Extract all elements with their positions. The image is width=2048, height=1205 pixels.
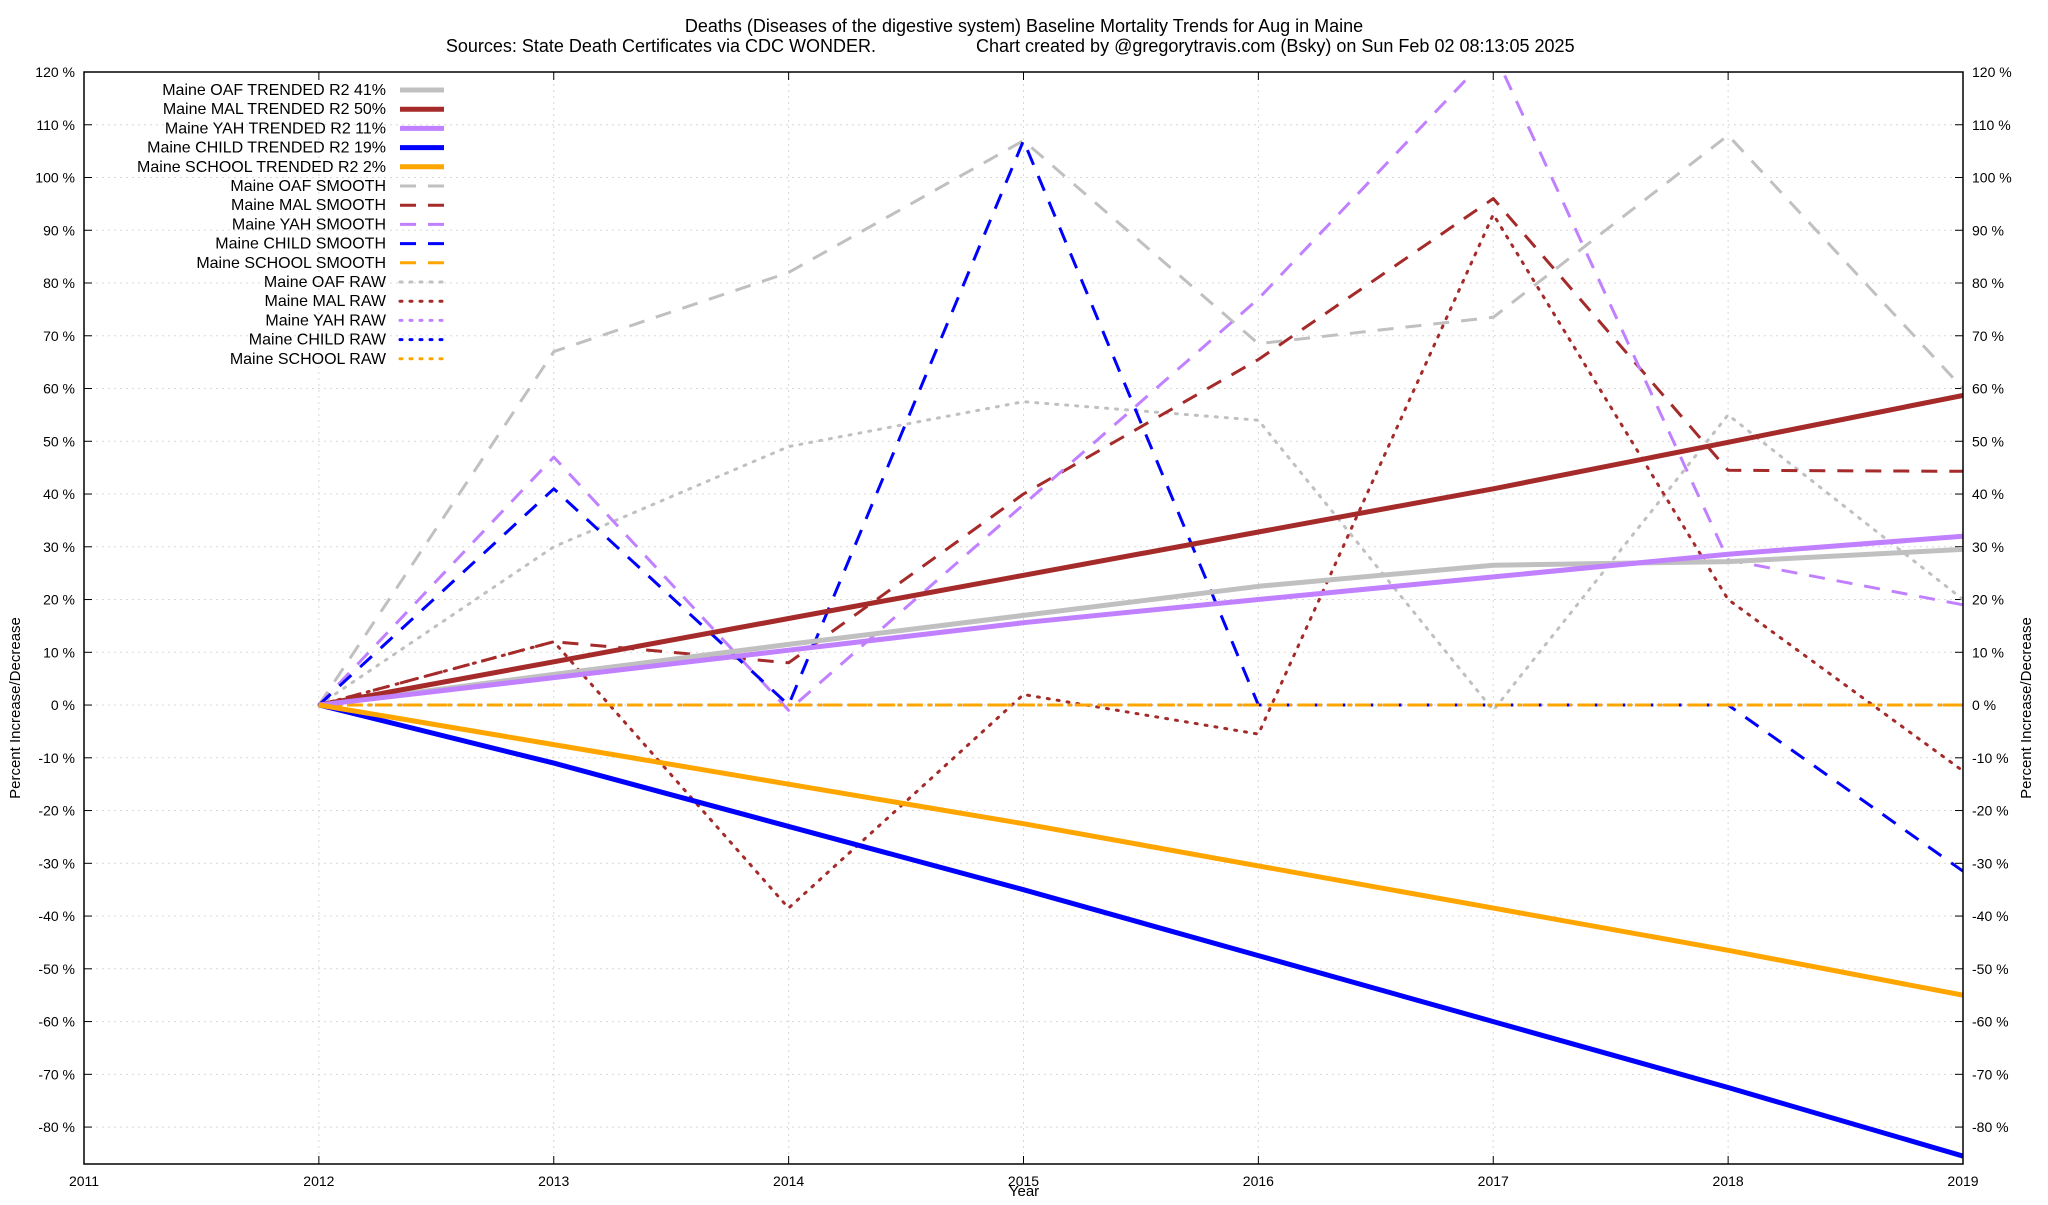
legend-label: Maine OAF RAW (264, 274, 387, 291)
y-tick-label: 0 % (51, 697, 75, 713)
x-tick-label: 2012 (303, 1173, 334, 1189)
y-tick-label: -70 % (38, 1066, 75, 1082)
y-tick-label: -50 % (1972, 961, 2009, 977)
chart-subtitle-left: Sources: State Death Certificates via CD… (446, 36, 876, 56)
y-tick-label: -40 % (38, 908, 75, 924)
y-tick-label: -60 % (38, 1014, 75, 1030)
y-tick-label: -40 % (1972, 908, 2009, 924)
y-axis-label-right: Percent Increase/Decrease (2018, 617, 2035, 799)
legend-label: Maine YAH TRENDED R2 11% (165, 120, 386, 137)
y-tick-label: 90 % (1972, 222, 2004, 238)
axes: -80 % -80 % -70 % -70 % -60 % -60 % -50 % -50 %… (35, 64, 2011, 1189)
legend-label: Maine SCHOOL TRENDED R2 2% (137, 159, 386, 176)
x-tick-label: 2018 (1713, 1173, 1744, 1189)
y-tick-label: -10 % (1972, 750, 2009, 766)
y-tick-label: 90 % (43, 222, 75, 238)
y-tick-label: 20 % (43, 592, 75, 608)
x-tick-label: 2013 (538, 1173, 569, 1189)
y-tick-label: 40 % (1972, 486, 2004, 502)
series-line-oaf-trended (318, 546, 1963, 708)
legend-label: Maine MAL SMOOTH (231, 197, 386, 214)
y-tick-label: 10 % (1972, 644, 2004, 660)
plot-frame (83, 71, 1964, 1165)
y-tick-label: 120 % (35, 64, 75, 80)
legend-label: Maine OAF SMOOTH (230, 178, 386, 195)
legend-label: Maine MAL TRENDED R2 50% (163, 101, 386, 118)
x-tick-label: 2014 (773, 1173, 804, 1189)
y-tick-label: 80 % (1972, 275, 2004, 291)
y-tick-label: 70 % (1972, 328, 2004, 344)
y-tick-label: -60 % (1972, 1014, 2009, 1030)
y-tick-label: 0 % (1972, 697, 1996, 713)
y-tick-label: 50 % (1972, 433, 2004, 449)
y-tick-label: 20 % (1972, 592, 2004, 608)
x-tick-label: 2019 (1947, 1173, 1978, 1189)
x-tick-label: 2016 (1243, 1173, 1274, 1189)
series-line-mal-smooth (318, 197, 1963, 707)
y-tick-label: -50 % (38, 961, 75, 977)
legend-label: Maine CHILD RAW (249, 332, 387, 349)
y-tick-label: -30 % (38, 855, 75, 871)
y-tick-label: -10 % (38, 750, 75, 766)
y-tick-label: 10 % (43, 644, 75, 660)
y-tick-label: 100 % (35, 170, 75, 186)
series-line-mal-trended (318, 392, 1963, 708)
legend-label: Maine SCHOOL RAW (230, 351, 387, 368)
y-tick-label: 60 % (1972, 381, 2004, 397)
chart-title: Deaths (Diseases of the digestive system… (685, 16, 1363, 36)
series-line-oaf-raw (317, 400, 1963, 712)
series-line-yah-smooth (317, 72, 1963, 712)
series-line-child-smooth (317, 139, 1963, 873)
legend-label: Maine SCHOOL SMOOTH (196, 255, 386, 272)
series-line-oaf-smooth (317, 133, 1963, 706)
chart-subtitle-right: Chart created by @gregorytravis.com (Bsk… (976, 36, 1575, 56)
legend-label: Maine YAH RAW (265, 312, 387, 329)
y-tick-label: 120 % (1972, 64, 2012, 80)
series-line-school-trended (318, 702, 1963, 998)
legend-label: Maine OAF TRENDED R2 41% (162, 82, 386, 99)
series-line-mal-raw (317, 212, 1963, 910)
y-tick-label: 110 % (36, 117, 75, 133)
legend: Maine OAF TRENDED R2 41% Maine MAL TRENDE… (137, 82, 446, 368)
legend-label: Maine YAH SMOOTH (232, 216, 386, 233)
y-axis-label-left: Percent Increase/Decrease (7, 617, 24, 799)
x-tick-label: 2015 (1008, 1173, 1039, 1189)
y-tick-label: 30 % (1972, 539, 2004, 555)
y-tick-label: -20 % (38, 803, 75, 819)
x-tick-label: 2017 (1478, 1173, 1509, 1189)
y-tick-label: 100 % (1972, 170, 2012, 186)
legend-label: Maine CHILD SMOOTH (215, 236, 386, 253)
legend-label: Maine MAL RAW (264, 293, 386, 310)
y-tick-label: -80 % (1972, 1119, 2009, 1135)
x-axis-label: Year (1009, 1183, 1039, 1200)
y-tick-label: 110 % (1972, 117, 2011, 133)
series-lines (317, 72, 1963, 1159)
series-line-yah-trended (318, 533, 1963, 708)
y-tick-label: 60 % (43, 381, 75, 397)
legend-label: Maine CHILD TRENDED R2 19% (147, 140, 386, 157)
y-tick-label: 30 % (43, 539, 75, 555)
series-line-child-trended (318, 702, 1963, 1159)
y-tick-label: 70 % (43, 328, 75, 344)
y-tick-label: 80 % (43, 275, 75, 291)
y-tick-label: -70 % (1972, 1066, 2009, 1082)
y-tick-label: -30 % (1972, 855, 2009, 871)
y-tick-label: 50 % (43, 433, 75, 449)
x-tick-label: 2011 (69, 1173, 99, 1189)
y-tick-label: -20 % (1972, 803, 2009, 819)
y-tick-label: -80 % (38, 1119, 75, 1135)
y-tick-label: 40 % (43, 486, 75, 502)
